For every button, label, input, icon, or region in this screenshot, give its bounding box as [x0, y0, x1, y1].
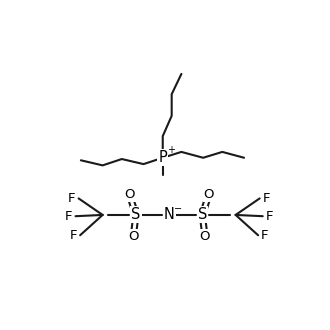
- Text: F: F: [68, 192, 76, 205]
- Text: O: O: [128, 230, 139, 243]
- Text: F: F: [266, 210, 273, 223]
- Text: O: O: [200, 230, 210, 243]
- Text: O: O: [204, 188, 214, 201]
- Text: S: S: [131, 208, 141, 222]
- Text: N: N: [164, 208, 175, 222]
- Text: F: F: [70, 229, 78, 242]
- Text: +: +: [167, 145, 176, 155]
- Text: O: O: [124, 188, 135, 201]
- Text: F: F: [260, 229, 268, 242]
- Text: −: −: [174, 204, 182, 214]
- Text: F: F: [263, 192, 270, 205]
- Text: S: S: [198, 208, 207, 222]
- Text: F: F: [65, 210, 73, 223]
- Text: P: P: [158, 150, 167, 165]
